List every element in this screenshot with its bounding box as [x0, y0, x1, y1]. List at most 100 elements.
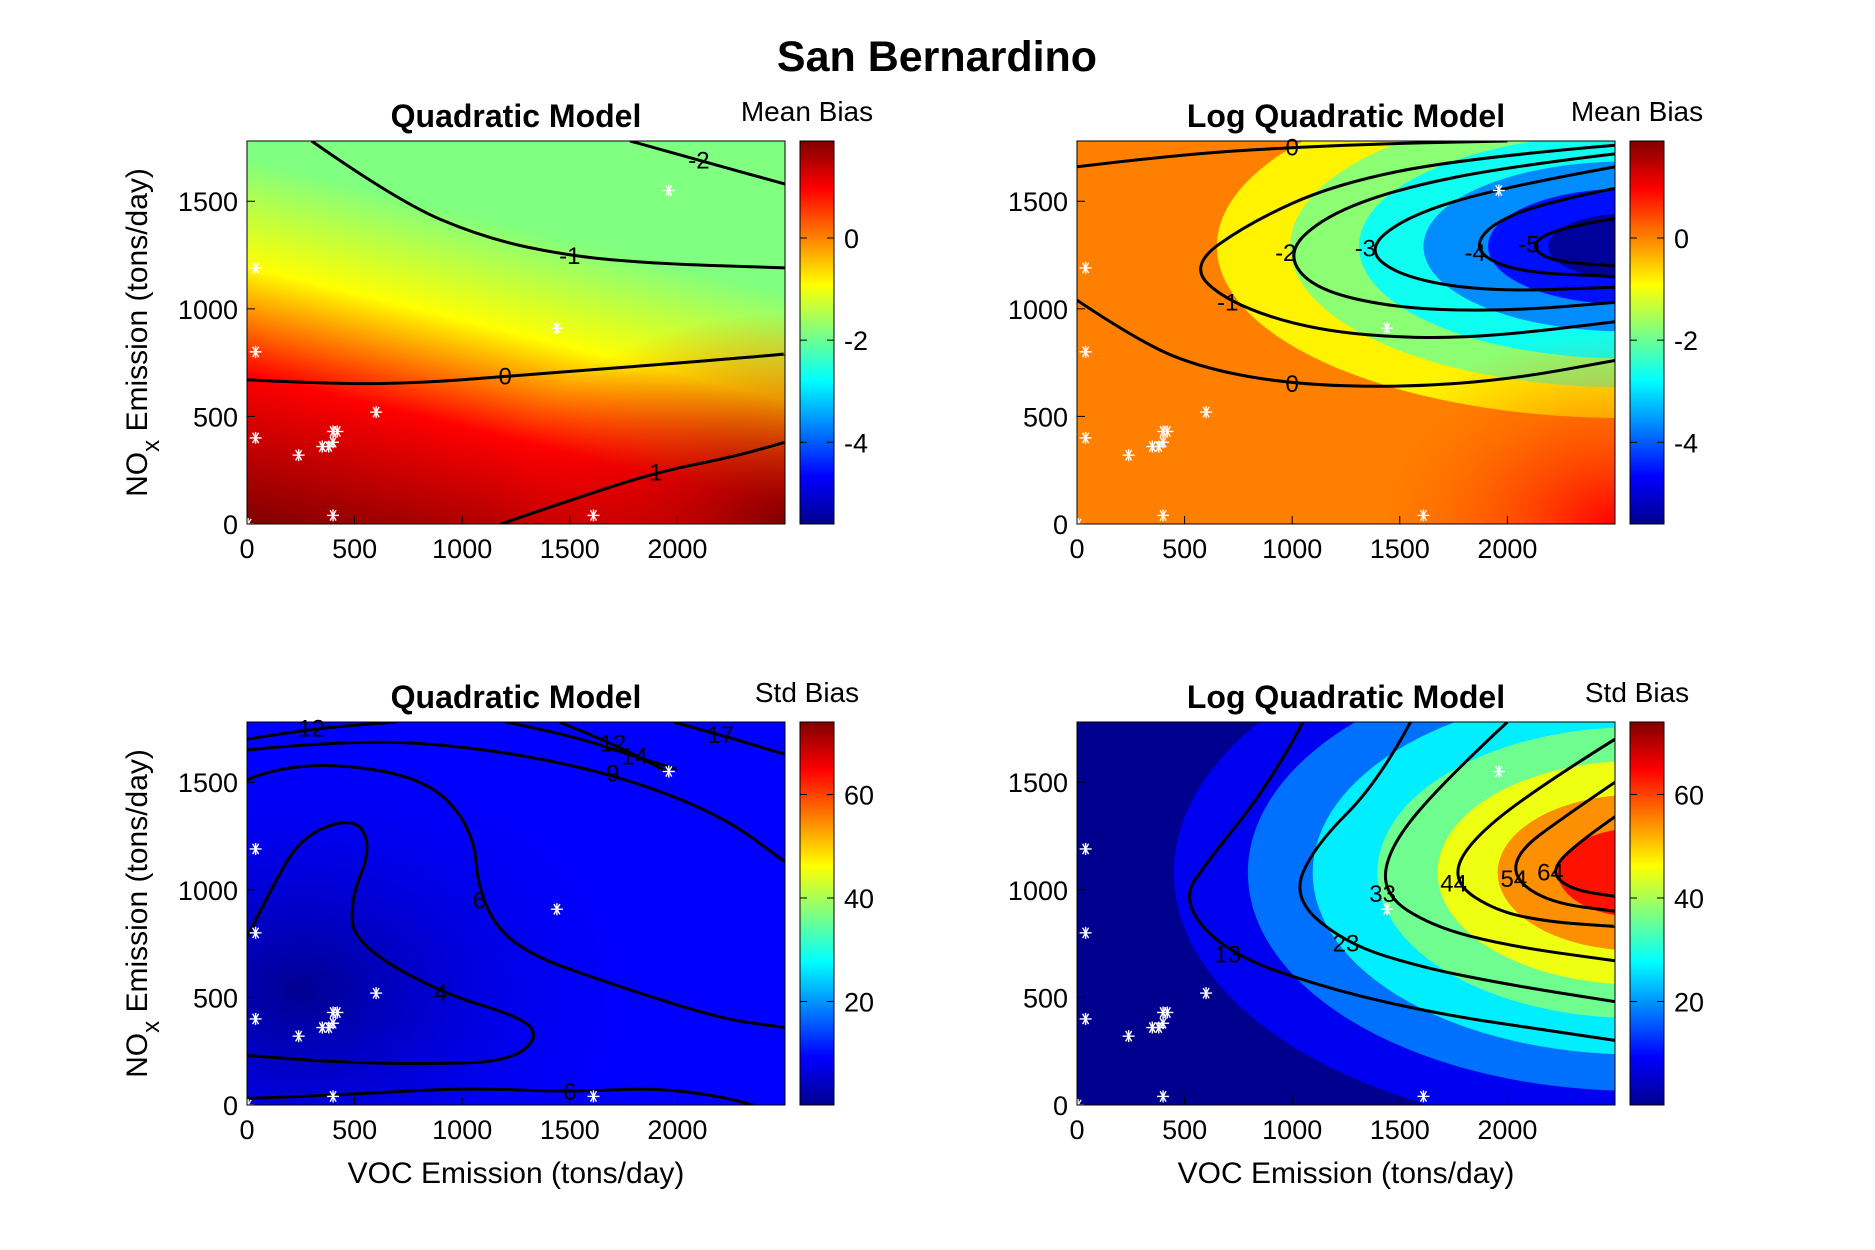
- contour-line: [629, 141, 785, 186]
- sample-marker: [1161, 1006, 1174, 1019]
- sample-marker: [1122, 449, 1135, 462]
- colorbar-tick-label: 40: [844, 884, 874, 914]
- sample-marker: [1079, 345, 1092, 358]
- x-tick-label: 500: [1162, 534, 1207, 564]
- x-tick-label: 1000: [432, 1115, 492, 1145]
- y-axis-label: NOx Emission (tons/day): [121, 749, 165, 1078]
- colorbar: [799, 140, 835, 525]
- contour-label: 23: [1333, 931, 1360, 958]
- colorbar-tick-label: 20: [1674, 987, 1704, 1017]
- contour-label: 54: [1501, 866, 1528, 893]
- colorbar: [1629, 721, 1665, 1106]
- panel-2: 00-1-2 -3 -4 -50 500 1000 1500 2000050010001500…: [1008, 96, 1703, 564]
- sample-marker: [1146, 1021, 1159, 1034]
- x-tick-label: 0: [239, 534, 254, 564]
- colorbar-title: Std Bias: [1585, 677, 1689, 708]
- x-tick-label: 1500: [540, 534, 600, 564]
- colorbar-tick-label: 0: [844, 224, 859, 254]
- sample-marker: [292, 1030, 305, 1043]
- sample-marker: [1380, 322, 1393, 335]
- heatmap-field-overlay: [247, 141, 785, 524]
- sample-marker: [1079, 261, 1092, 274]
- sample-marker: [249, 431, 262, 444]
- panel-title: Quadratic Model: [391, 679, 642, 715]
- contour-line: [1077, 298, 1615, 388]
- panel-title: Log Quadratic Model: [1187, 679, 1505, 715]
- sample-marker: [370, 406, 383, 419]
- colorbar-title: Mean Bias: [741, 96, 873, 127]
- contour-line: [558, 722, 668, 773]
- x-tick-label: 2000: [1477, 1115, 1537, 1145]
- x-tick-label: 1500: [1370, 534, 1430, 564]
- x-tick-label: 500: [332, 534, 377, 564]
- sample-marker: [1146, 440, 1159, 453]
- contour-label: 0: [1286, 134, 1299, 161]
- contour-line: [1199, 143, 1615, 340]
- x-tick-label: 0: [239, 1115, 254, 1145]
- axes-frame: [1076, 140, 1616, 525]
- contour-line: [1077, 141, 1508, 169]
- sample-marker: [550, 322, 563, 335]
- contour-line: [500, 440, 785, 524]
- sample-marker: [1157, 509, 1170, 522]
- contour-label: 44: [1440, 870, 1467, 897]
- colorbar-tick-label: -2: [1674, 326, 1698, 356]
- colorbar-title: Mean Bias: [1571, 96, 1703, 127]
- sample-marker: [1079, 1012, 1092, 1025]
- y-tick-label: 0: [1053, 1091, 1068, 1121]
- colorbar-tick-label: 20: [844, 987, 874, 1017]
- sample-marker: [1417, 509, 1430, 522]
- colorbar-tick-label: 0: [1674, 224, 1689, 254]
- colorbar: [1629, 140, 1665, 525]
- contour-label: -4: [1464, 240, 1485, 267]
- contour-label: -2: [1275, 240, 1296, 267]
- sample-marker: [1200, 987, 1213, 1000]
- sample-marker: [1122, 1030, 1135, 1043]
- sample-marker: [1157, 1090, 1170, 1103]
- contour-label: 33: [1369, 881, 1396, 908]
- sample-marker: [249, 926, 262, 939]
- sample-marker: [370, 987, 383, 1000]
- x-tick-label: 1000: [1262, 1115, 1322, 1145]
- colorbar-tick-label: -4: [1674, 428, 1698, 458]
- sample-marker: [1380, 903, 1393, 916]
- colorbar-title: Std Bias: [755, 677, 859, 708]
- sample-marker: [331, 425, 344, 438]
- sample-marker: [1492, 765, 1505, 778]
- heatmap-field-overlay: [247, 722, 785, 1105]
- colorbar-tick-label: 60: [844, 780, 874, 810]
- x-tick-label: 0: [1069, 1115, 1084, 1145]
- colorbar-tick-label: 40: [1674, 884, 1704, 914]
- x-tick-label: 1500: [540, 1115, 600, 1145]
- x-tick-label: 2000: [1477, 534, 1537, 564]
- contour-label: -5: [1518, 231, 1539, 258]
- contour-line: [672, 722, 785, 756]
- contour-label: 1: [649, 459, 662, 486]
- y-tick-label: 0: [223, 510, 238, 540]
- contour-label: 64: [1537, 860, 1564, 887]
- contour-label: 6: [473, 888, 486, 915]
- contour-label: 4: [434, 980, 447, 1007]
- contour-label: -1: [1217, 289, 1238, 316]
- sample-marker: [249, 261, 262, 274]
- contour-line: [310, 141, 785, 270]
- panel-1: -2 -1 0 1 0 500 1000 1500 2000 0 500 1000 1500 Quadra…: [121, 96, 873, 564]
- contour-label: 0: [1286, 371, 1299, 398]
- y-tick-label: 500: [1023, 402, 1068, 432]
- axes-frame: [246, 721, 786, 1106]
- contour-label: -1: [559, 243, 580, 270]
- sample-marker: [331, 1006, 344, 1019]
- y-tick-label: 1000: [1008, 876, 1068, 906]
- contour-line: [247, 764, 785, 1029]
- x-tick-label: 1000: [432, 534, 492, 564]
- sample-marker: [327, 436, 340, 449]
- y-tick-label: 500: [193, 983, 238, 1013]
- x-axis-label: VOC Emission (tons/day): [1178, 1157, 1515, 1190]
- contour-label: 12: [298, 715, 325, 742]
- contour-line: [1456, 737, 1615, 928]
- contour-line: [1533, 217, 1615, 268]
- y-tick-label: 0: [1053, 510, 1068, 540]
